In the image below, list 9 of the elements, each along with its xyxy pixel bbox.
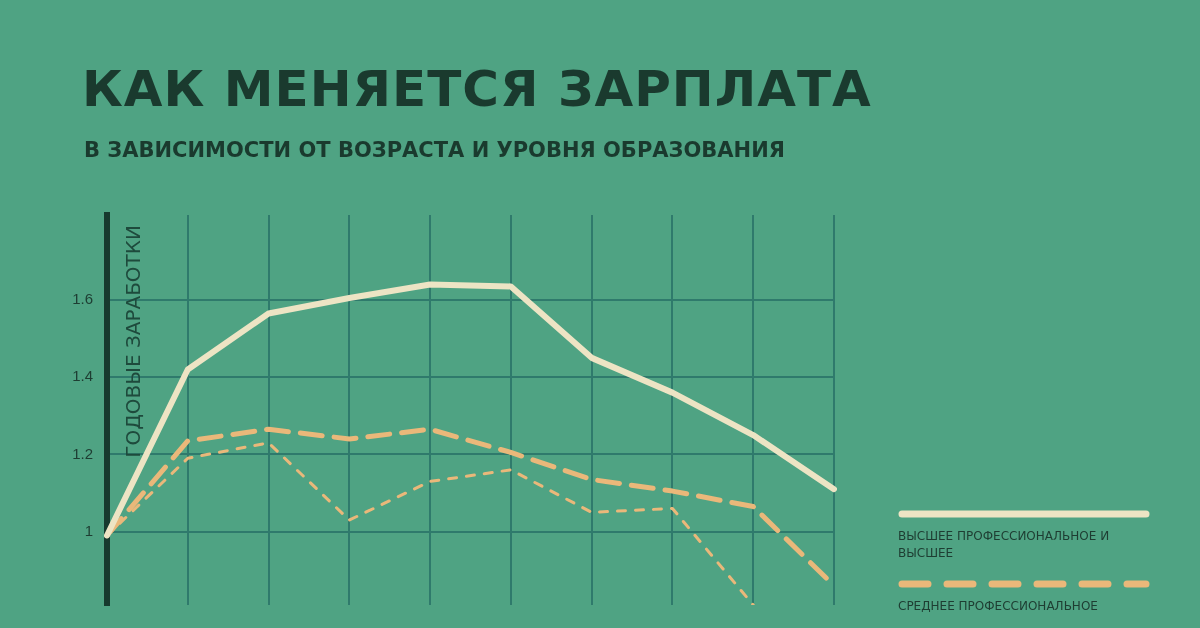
text: СРЕДНЕЕ ПРОФЕССИОНАЛЬНОЕ — [898, 598, 1099, 615]
text: ВЫСШЕЕ ПРОФЕССИОНАЛЬНОЕ И ВЫСШЕЕ — [898, 528, 1111, 562]
y-tick-label: 1.6 — [72, 290, 93, 308]
chart-subtitle: В ЗАВИСИМОСТИ ОТ ВОЗРАСТА И УРОВНЯ ОБРАЗОВАНИЯ — [84, 138, 785, 162]
chart-title: КАК МЕНЯЕТСЯ ЗАРПЛАТА — [82, 60, 872, 118]
y-tick-label: 1.4 — [72, 367, 93, 385]
y-axis-title: ГОДОВЫЕ ЗАРАБОТКИ — [121, 225, 146, 458]
y-tick-label: 1 — [84, 521, 93, 539]
y-tick-label: 1.2 — [72, 444, 93, 462]
